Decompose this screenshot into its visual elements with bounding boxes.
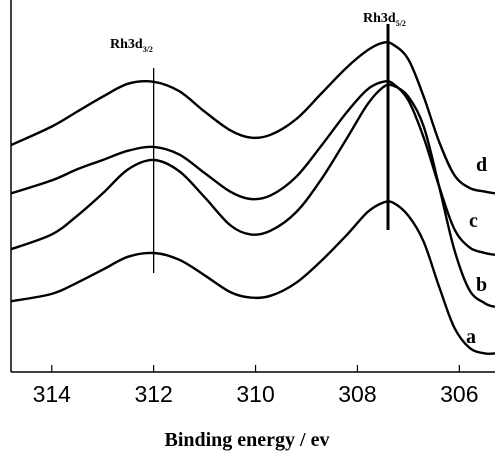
plot-frame: [10, 0, 495, 373]
peak-label-2: Rh3d5/2: [363, 11, 406, 28]
x-tick-label-312: 312: [134, 381, 172, 407]
x-tick-label-306: 306: [440, 381, 478, 407]
x-tick-label-310: 310: [236, 381, 274, 407]
spectrum-label-c: c: [469, 210, 478, 232]
peak-label-subscript-1: 3/2: [143, 45, 153, 54]
spectrum-a: [10, 200, 495, 355]
x-tick-label-314: 314: [33, 381, 72, 407]
spectrum-c: [10, 79, 495, 256]
spectrum-b: [10, 83, 495, 309]
spectrum-label-d: d: [476, 154, 487, 176]
x-axis-label: Binding energy / ev: [164, 429, 329, 451]
spectrum-label-a: a: [466, 326, 476, 348]
peak-annotations: Rh3d3/2 Rh3d5/2: [110, 11, 406, 273]
x-tick-labels: 314 312 310 308 306: [33, 381, 479, 407]
x-ticks: [51, 365, 460, 372]
spectra: [10, 40, 495, 355]
peak-label-subscript-2: 5/2: [396, 19, 406, 28]
peak-label-1: Rh3d3/2: [110, 37, 153, 54]
spectrum-label-b: b: [476, 274, 487, 296]
spectrum-labels: a b c d: [466, 154, 487, 348]
spectrum-d: [10, 40, 495, 195]
x-tick-label-308: 308: [338, 381, 376, 407]
